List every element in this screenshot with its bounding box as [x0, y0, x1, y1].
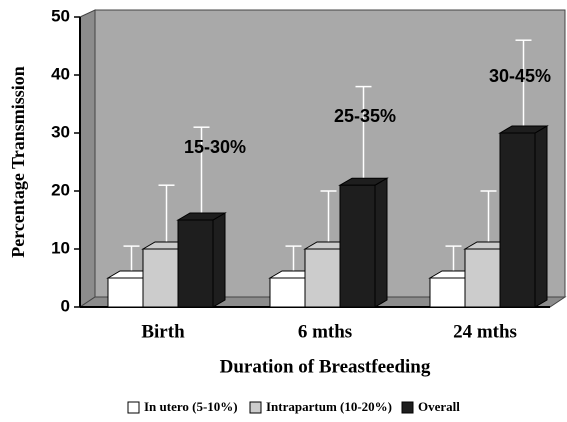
x-tick-label: Birth: [141, 321, 185, 342]
bar-side: [534, 125, 548, 308]
y-tick-label: 40: [51, 64, 70, 83]
annotation: 15-30%: [184, 137, 246, 157]
x-axis-label: Duration of Breastfeeding: [220, 356, 431, 377]
bar-side: [374, 177, 388, 308]
y-tick-label: 10: [51, 238, 70, 257]
bar: [304, 248, 341, 308]
bar: [107, 277, 144, 308]
legend-label: Intrapartum (10-20%): [266, 399, 392, 414]
bar: [142, 248, 179, 308]
legend-label: In utero (5-10%): [144, 399, 238, 414]
legend-swatch: [127, 401, 140, 414]
legend-swatch: [249, 401, 262, 414]
legend-swatch: [401, 401, 414, 414]
legend-label: Overall: [418, 399, 460, 414]
bar: [269, 277, 306, 308]
bar-side: [212, 212, 226, 308]
y-tick-label: 30: [51, 122, 70, 141]
annotation: 30-45%: [489, 66, 551, 86]
y-tick-label: 0: [61, 296, 70, 315]
bar: [177, 219, 214, 308]
bar: [429, 277, 466, 308]
y-tick-label: 20: [51, 180, 70, 199]
side-wall: [79, 9, 96, 308]
y-axis-label: Percentage Transmission: [8, 66, 28, 258]
bar: [464, 248, 501, 308]
y-tick-label: 50: [51, 6, 70, 25]
x-tick-label: 24 mths: [453, 321, 517, 342]
bar: [339, 184, 376, 308]
x-tick-label: 6 mths: [298, 321, 352, 342]
bar: [499, 132, 536, 308]
annotation: 25-35%: [334, 106, 396, 126]
